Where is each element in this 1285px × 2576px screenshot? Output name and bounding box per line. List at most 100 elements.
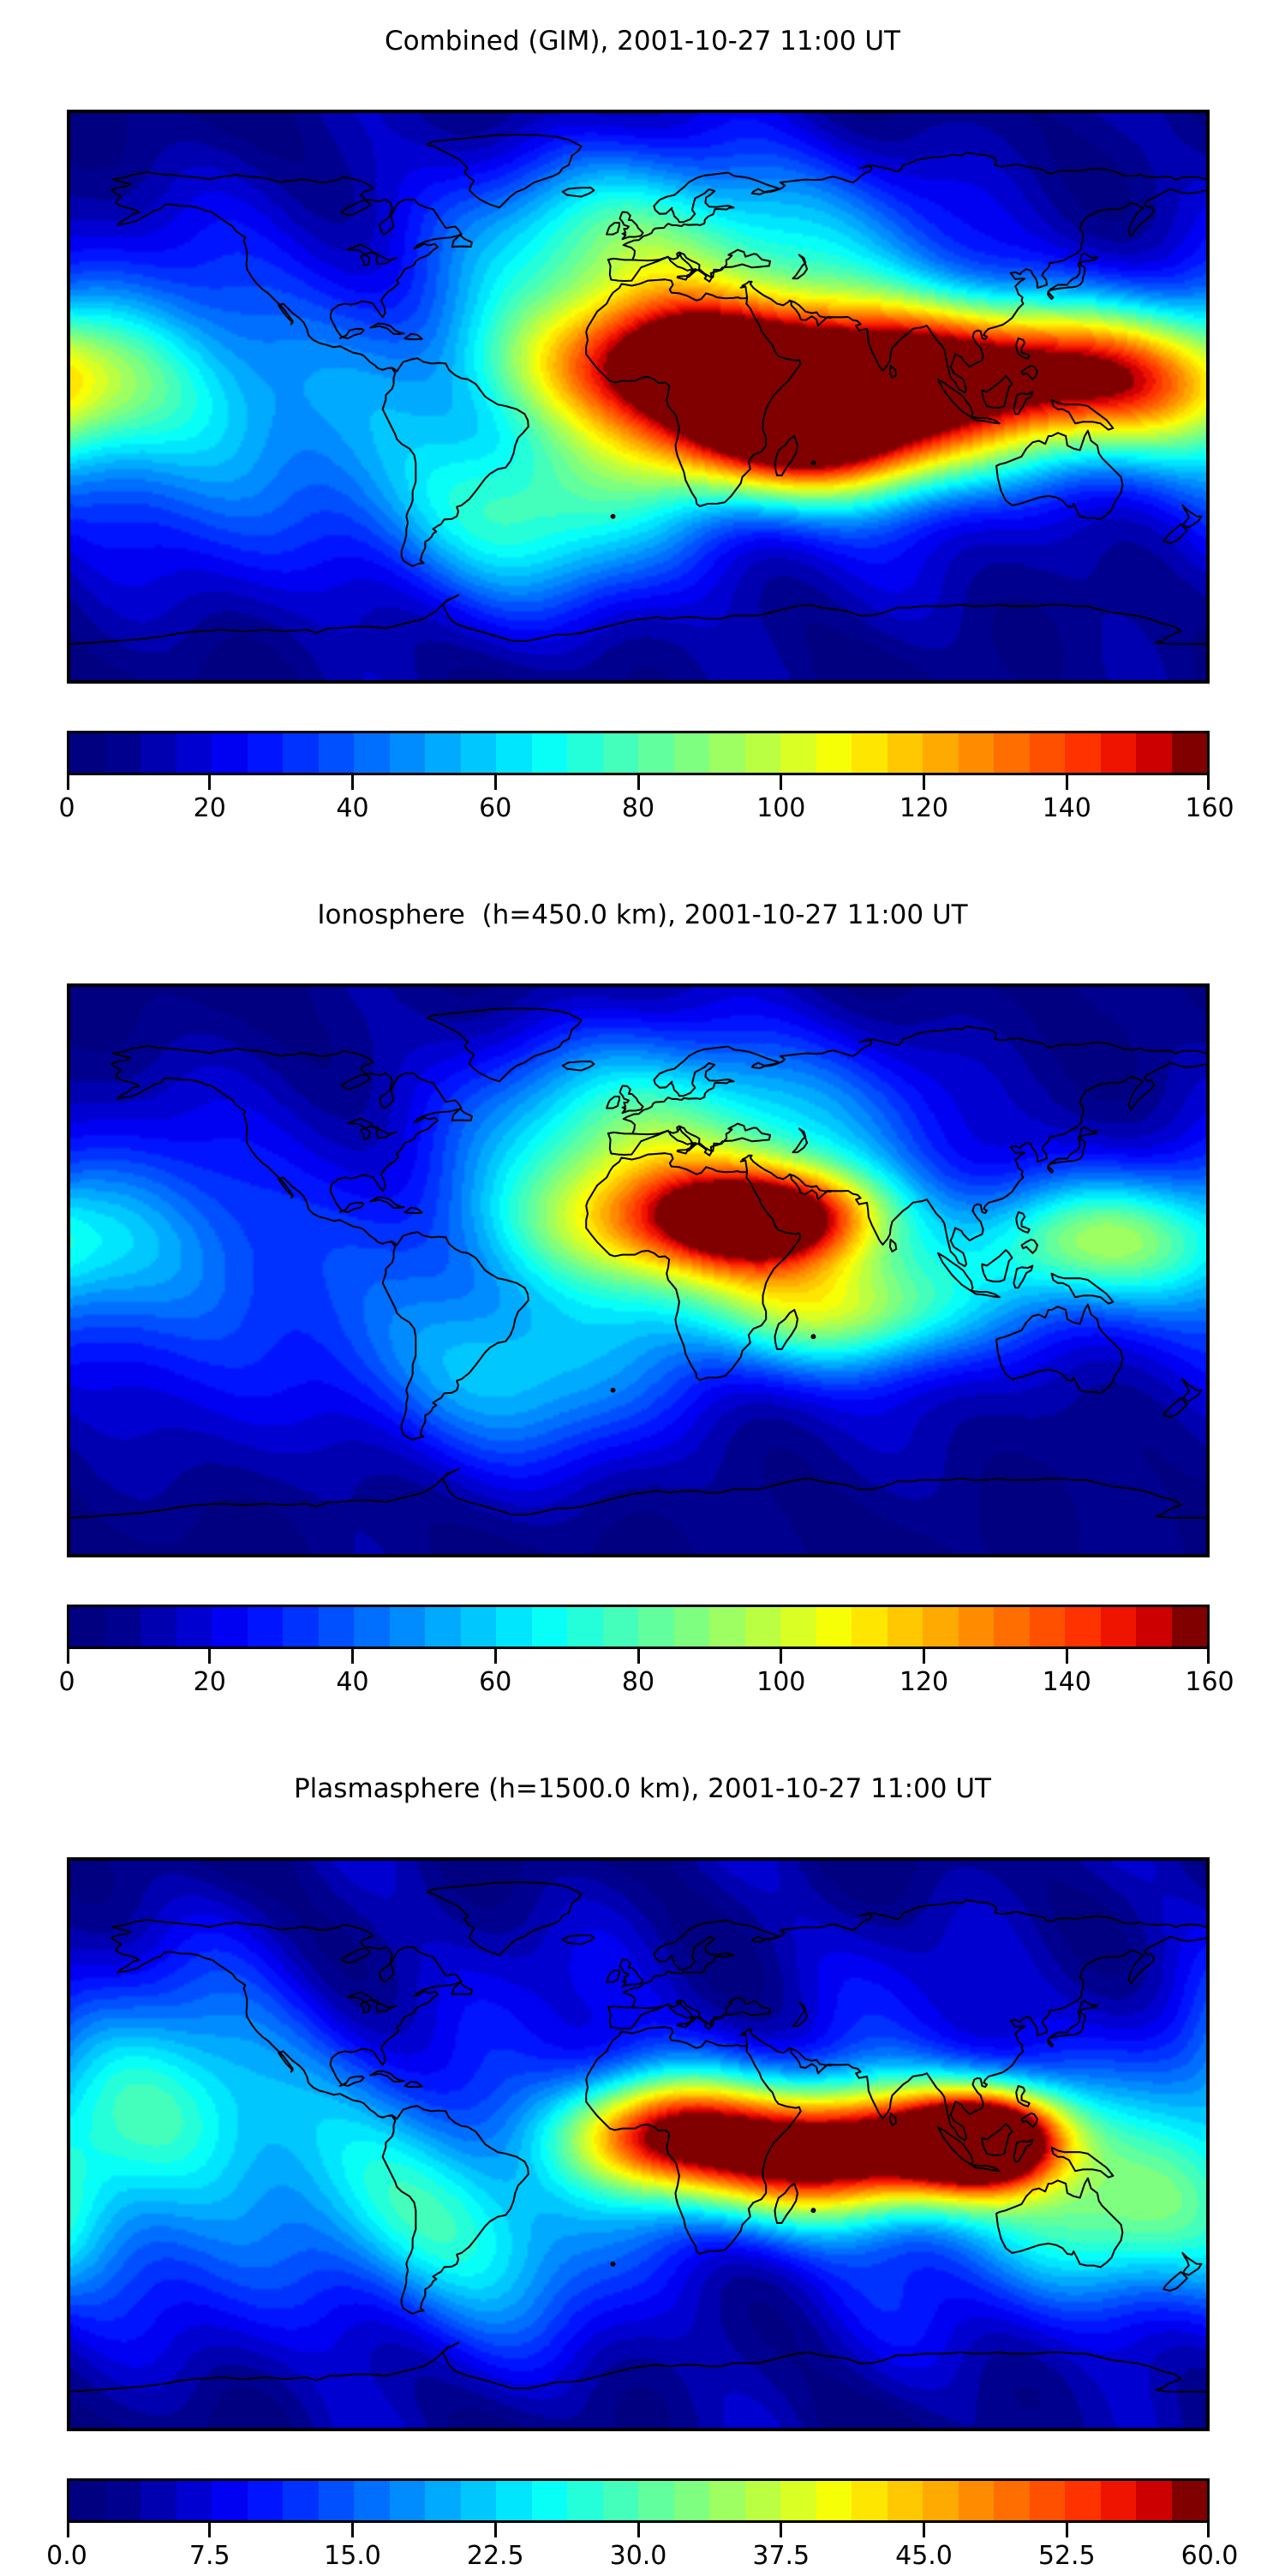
colorbar-band-4 xyxy=(212,733,248,773)
coastline-segment xyxy=(792,1127,809,1154)
coastline-segment xyxy=(1162,2270,1188,2292)
coastline-segment xyxy=(242,1987,529,2315)
colorbar-tick xyxy=(351,775,354,790)
colorbar-band-20 xyxy=(780,2481,816,2520)
coastline-segment xyxy=(369,1196,405,1209)
coastline-segment xyxy=(995,1303,1124,1395)
panel-title-combined-gim: Combined (GIM), 2001-10-27 11:00 UT xyxy=(385,26,900,57)
colorbar-tick-label: 120 xyxy=(899,1667,949,1697)
colorbar-band-24 xyxy=(923,733,959,773)
map-canvas-combined-gim xyxy=(70,113,1206,680)
colorbar-tick xyxy=(1065,1649,1068,1664)
colorbar-band-7 xyxy=(318,1607,354,1647)
colorbar-band-19 xyxy=(744,2481,780,2520)
colorbar-tick xyxy=(493,2523,497,2537)
coastline-segment xyxy=(936,2125,974,2166)
colorbar-band-22 xyxy=(852,733,888,773)
coastline-segment xyxy=(585,1152,802,1381)
colorbar-tick-label: 80 xyxy=(621,793,655,823)
coastline-segment xyxy=(70,1467,1206,1519)
colorbar-band-14 xyxy=(567,733,603,773)
colorbar-band-11 xyxy=(460,2481,496,2520)
panel-title-plasmasphere: Plasmasphere (h=1500.0 km), 2001-10-27 1… xyxy=(293,1773,991,1804)
colorbar-band-27 xyxy=(1029,733,1065,773)
colorbar-band-5 xyxy=(247,733,283,773)
colorbar-tick-label: 100 xyxy=(756,793,806,823)
colorbar-band-15 xyxy=(602,733,638,773)
colorbar-band-27 xyxy=(1029,2481,1065,2520)
colorbar-band-14 xyxy=(567,1607,603,1647)
colorbar-band-5 xyxy=(247,1607,283,1647)
coastline-segment xyxy=(426,1880,583,1957)
colorbar-tick-labels: 0 20 40 60 80 100 120 140 160 xyxy=(58,791,1234,828)
colorbar-band-0 xyxy=(69,2481,105,2520)
colorbar-band-27 xyxy=(1029,1607,1065,1647)
coastline-segment xyxy=(561,1061,595,1072)
colorbar-tick-label: 60.0 xyxy=(1180,2541,1239,2571)
colorbar-band-9 xyxy=(389,1607,425,1647)
colorbar-band-23 xyxy=(887,733,923,773)
coastline-segment xyxy=(403,1206,423,1215)
coastline-segment xyxy=(1050,398,1115,431)
colorbar-band-10 xyxy=(425,1607,461,1647)
colorbar-band-8 xyxy=(354,733,390,773)
colorbar-band-2 xyxy=(140,2481,176,2520)
coastline-segment xyxy=(1050,2146,1115,2179)
colorbar-tick xyxy=(780,2523,783,2537)
coastline-segment xyxy=(1015,337,1031,360)
colorbar-band-13 xyxy=(531,1607,567,1647)
colorbar-tick-label: 20 xyxy=(193,793,226,823)
colorbar-band-11 xyxy=(460,733,496,773)
colorbar-tick xyxy=(208,775,212,790)
colorbar-tick-label: 160 xyxy=(1185,1667,1234,1697)
map-plasmasphere xyxy=(67,1857,1210,2431)
coastline-segment xyxy=(995,2177,1124,2268)
island-marker xyxy=(810,1334,816,1340)
coastline-segment xyxy=(1050,1272,1115,1305)
colorbar-tick-label: 0 xyxy=(58,793,75,823)
colorbar-band-21 xyxy=(816,2481,852,2520)
colorbar-band-16 xyxy=(638,1607,674,1647)
colorbar-band-16 xyxy=(638,733,674,773)
coastline-segment xyxy=(1015,1210,1031,1234)
colorbar-band-10 xyxy=(425,733,461,773)
colorbar-ticks xyxy=(67,2523,1210,2538)
colorbar-tick-label: 80 xyxy=(621,1667,655,1697)
colorbar-tick-label: 0 xyxy=(58,1667,75,1697)
colorbar-tick-label: 140 xyxy=(1042,793,1091,823)
coastline-segment xyxy=(585,278,802,507)
colorbar-band-16 xyxy=(638,2481,674,2520)
coastline-segment xyxy=(607,251,683,262)
colorbar-band-9 xyxy=(389,733,425,773)
coastline-segment xyxy=(110,170,463,339)
colorbar-band-5 xyxy=(247,2481,283,2520)
colorbar-band-24 xyxy=(923,2481,959,2520)
coastline-segment xyxy=(70,2341,1206,2393)
coastline-segment xyxy=(607,1122,771,1157)
colorbar-ionosphere: 0 20 40 60 80 100 120 140 160 xyxy=(58,1605,1234,1702)
colorbar-tick xyxy=(637,1649,640,1664)
coastline-segment xyxy=(110,1044,463,1213)
colorbar-band-29 xyxy=(1100,733,1136,773)
colorbar-tick-label: 7.5 xyxy=(188,2541,230,2571)
map-ionosphere xyxy=(67,983,1210,1557)
coastline-segment xyxy=(970,1289,1001,1299)
colorbar-band-4 xyxy=(212,2481,248,2520)
colorbar-band-31 xyxy=(1171,2481,1207,2520)
coastline-segment xyxy=(619,1085,644,1115)
coastline-segment xyxy=(606,1095,620,1109)
colorbar-tick xyxy=(1065,775,1068,790)
coastline-segment xyxy=(888,2112,898,2126)
colorbar-band-21 xyxy=(816,1607,852,1647)
colorbar-tick xyxy=(780,775,783,790)
coastline-segment xyxy=(792,2001,809,2028)
coastline-segment xyxy=(774,2182,799,2224)
coastline-segment xyxy=(561,187,595,198)
colorbar-band-10 xyxy=(425,2481,461,2520)
coastline-segment xyxy=(936,1252,974,1292)
colorbar-tick-label: 20 xyxy=(193,1667,226,1697)
coastline-segment xyxy=(607,1996,771,2030)
coastline-segment xyxy=(606,221,620,236)
colorbar-band-28 xyxy=(1065,1607,1101,1647)
colorbar-tick xyxy=(351,1649,354,1664)
